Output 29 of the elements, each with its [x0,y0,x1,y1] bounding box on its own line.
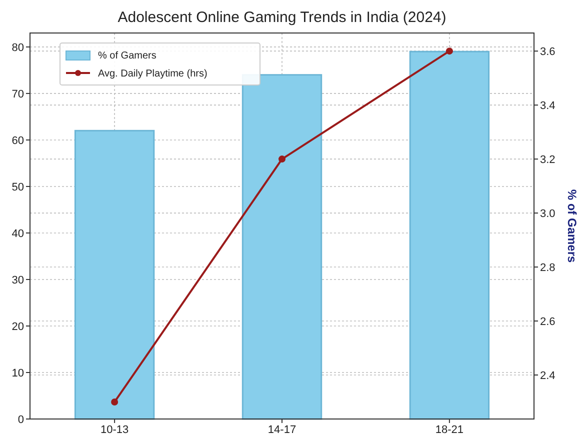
y-tick-label: 30 [12,274,24,286]
x-tick-label: 18-21 [435,424,464,435]
point [446,48,453,55]
y2-tick-label: 2.8 [540,262,556,274]
y2-tick-label: 2.4 [540,370,556,382]
y-tick-label: 0 [18,414,24,426]
y2-tick-label: 3.0 [540,208,556,220]
y2-axis-title: % of Gamers [565,189,579,264]
y2-tick-label: 3.2 [540,154,556,166]
y2-tick-label: 2.6 [540,316,556,328]
bar [242,74,322,420]
y-tick-label: 50 [12,181,24,194]
y2-tick-label: 3.4 [540,100,556,112]
y-tick-label: 20 [12,320,24,333]
y-tick-label: 70 [12,88,24,100]
y-tick-label: 40 [12,228,24,240]
legend-label: Avg. Daily Playtime (hrs) [98,68,208,80]
y-tick-label: 60 [12,134,24,147]
x-tick-label: 10-13 [100,424,129,435]
legend-label: % of Gamers [98,50,156,62]
x-tick-label: 14-17 [268,424,296,435]
bar [409,50,490,420]
y2-tick-label: 3.6 [540,46,556,58]
point [278,156,286,163]
y-tick-label: 10 [12,367,24,380]
chart-title: Adolescent Online Gaming Trends in India (2024) [118,9,446,26]
point [111,398,118,406]
bar [74,130,155,420]
y-tick-label: 80 [12,42,24,54]
